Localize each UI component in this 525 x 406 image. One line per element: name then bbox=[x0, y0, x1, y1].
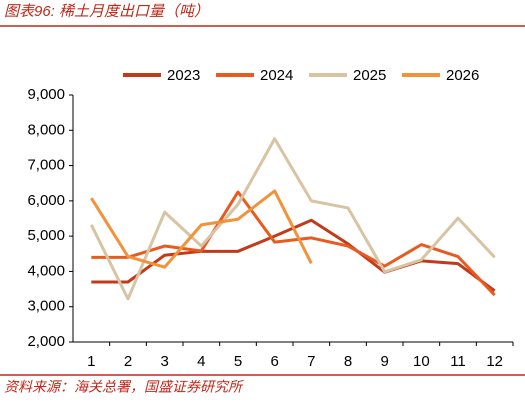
x-tick-label: 7 bbox=[307, 353, 315, 370]
source: 资料来源：海关总署，国盛证券研究所 bbox=[4, 379, 244, 395]
series-line bbox=[91, 218, 496, 293]
x-tick-label: 9 bbox=[380, 353, 388, 370]
x-tick-label: 6 bbox=[270, 353, 278, 370]
x-tick-label: 10 bbox=[413, 353, 430, 370]
legend-label: 2025 bbox=[353, 67, 386, 84]
series-line bbox=[91, 190, 496, 297]
series-line bbox=[89, 137, 496, 301]
x-tick-label: 1 bbox=[87, 353, 95, 370]
y-tick-label: 2,000 bbox=[27, 333, 65, 350]
y-tick-label: 5,000 bbox=[27, 227, 65, 244]
y-tick-label: 6,000 bbox=[27, 192, 65, 209]
legend-label: 2023 bbox=[167, 67, 200, 84]
y-tick-label: 4,000 bbox=[27, 262, 65, 279]
x-tick-label: 2 bbox=[124, 353, 132, 370]
y-tick-label: 7,000 bbox=[27, 157, 65, 174]
chart-title: 图表96: 稀土月度出口量（吨） bbox=[4, 3, 209, 20]
x-tick-label: 12 bbox=[486, 353, 503, 370]
y-tick-label: 9,000 bbox=[27, 86, 65, 103]
x-tick-label: 5 bbox=[234, 353, 242, 370]
legend-label: 2024 bbox=[260, 67, 293, 84]
y-tick-label: 8,000 bbox=[27, 121, 65, 138]
legend-label: 2026 bbox=[446, 67, 479, 84]
x-tick-label: 8 bbox=[344, 353, 352, 370]
x-tick-label: 11 bbox=[450, 353, 466, 370]
x-tick-label: 4 bbox=[197, 353, 205, 370]
series-line bbox=[90, 189, 313, 269]
x-tick-label: 3 bbox=[160, 353, 168, 370]
y-tick-label: 3,000 bbox=[27, 298, 65, 315]
